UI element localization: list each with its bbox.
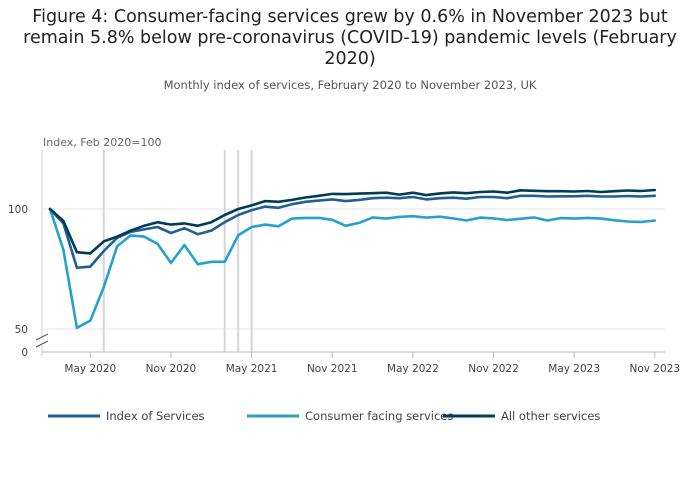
chart-subtitle: Monthly index of services, February 2020… (163, 78, 537, 92)
x-tick-label: Nov 2020 (146, 363, 197, 375)
series-line-all-other-services (48, 188, 657, 255)
series-line-index-of-services (48, 194, 657, 270)
x-tick-label: Nov 2021 (307, 363, 358, 375)
x-tick-label: Nov 2022 (468, 363, 519, 375)
y-tick-label: 50 (15, 324, 28, 336)
legend-label: Index of Services (106, 409, 205, 423)
x-tick-label: May 2021 (226, 363, 278, 375)
x-tick-label: Nov 2023 (630, 363, 681, 375)
series-line-consumer-facing-services (48, 207, 657, 330)
y-tick-label: 100 (8, 204, 28, 216)
x-tick-label: May 2023 (548, 363, 600, 375)
axis-break-mark (35, 340, 49, 348)
x-tick-label: May 2020 (64, 363, 116, 375)
legend-label: Consumer facing services (305, 409, 453, 423)
y-axis-label: Index, Feb 2020=100 (43, 136, 161, 149)
axis-break-mark (35, 333, 49, 341)
legend-label: All other services (501, 409, 600, 423)
axes: 0 50 100 May 2020 Nov 2020 May 2021 Nov 2021 Ma… (8, 150, 680, 375)
y-tick-label: 0 (21, 347, 28, 359)
legend: Index of Services Consumer facing service… (48, 409, 600, 423)
series-lines (48, 188, 657, 330)
x-tick-label: May 2022 (387, 363, 439, 375)
gridlines (42, 208, 665, 330)
chart-title: Figure 4: Consumer-facing services grew … (23, 7, 677, 69)
